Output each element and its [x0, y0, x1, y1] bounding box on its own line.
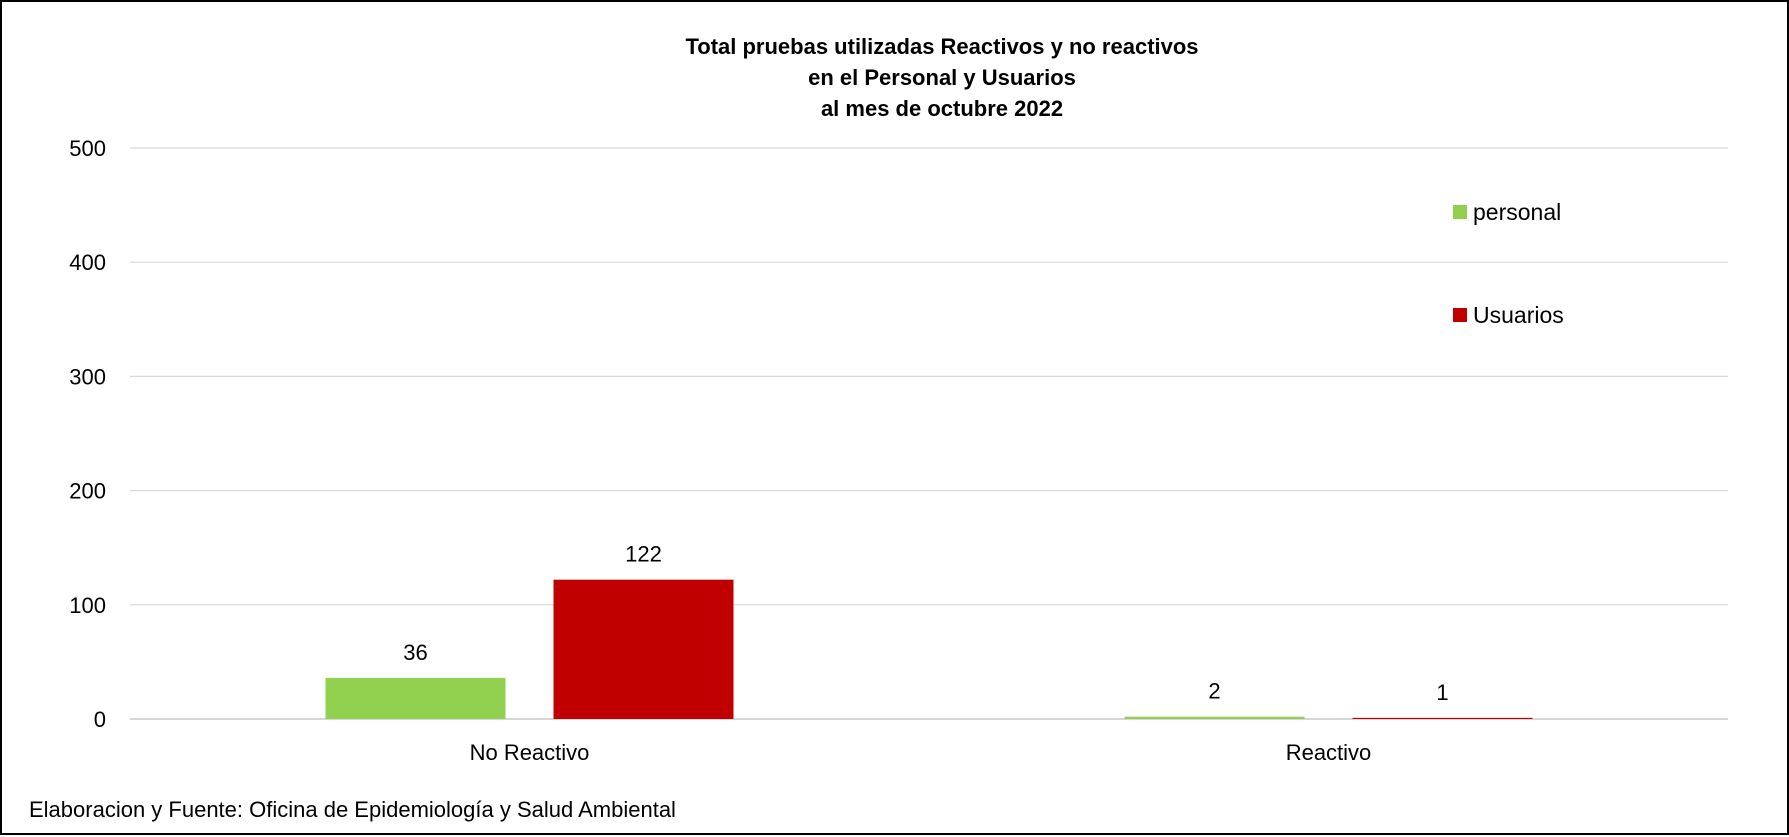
y-tick-label-100: 100: [69, 593, 106, 618]
bar-personal-reactivo: [1124, 716, 1305, 719]
data-label-personal-reactivo: 2: [1208, 679, 1220, 704]
chart-title-line-1: Total pruebas utilizadas Reactivos y no …: [685, 34, 1198, 59]
y-tick-label-200: 200: [69, 479, 106, 504]
bar-usuarios-no-reactivo: [553, 579, 734, 719]
legend-swatch-usuarios: [1453, 308, 1467, 322]
y-tick-label-500: 500: [69, 136, 106, 161]
chart-title-line-3: al mes de octubre 2022: [821, 96, 1063, 121]
y-axis-ticks: 0 100 200 300 400 500: [69, 136, 106, 732]
y-tick-label-400: 400: [69, 250, 106, 275]
legend-label-personal: personal: [1473, 199, 1561, 225]
bars: [325, 579, 1533, 719]
category-label-no-reactivo: No Reactivo: [470, 740, 590, 765]
x-axis-categories: No Reactivo Reactivo: [470, 740, 1372, 765]
data-label-usuarios-reactivo: 1: [1436, 680, 1448, 705]
legend-label-usuarios: Usuarios: [1473, 302, 1564, 328]
category-label-reactivo: Reactivo: [1286, 740, 1372, 765]
y-tick-label-300: 300: [69, 364, 106, 389]
chart-title-line-2: en el Personal y Usuarios: [808, 65, 1076, 90]
data-labels: 36 122 2 1: [403, 542, 1448, 705]
legend: personal Usuarios: [1453, 199, 1564, 328]
data-label-usuarios-no-reactivo: 122: [625, 542, 662, 567]
bar-usuarios-reactivo: [1352, 717, 1533, 719]
bar-personal-no-reactivo: [325, 677, 506, 719]
legend-swatch-personal: [1453, 205, 1467, 219]
y-tick-label-0: 0: [94, 707, 106, 732]
gridlines: [130, 147, 1728, 720]
source-note: Elaboracion y Fuente: Oficina de Epidemi…: [29, 797, 676, 822]
data-label-personal-no-reactivo: 36: [403, 640, 427, 665]
chart-title: Total pruebas utilizadas Reactivos y no …: [685, 34, 1198, 121]
